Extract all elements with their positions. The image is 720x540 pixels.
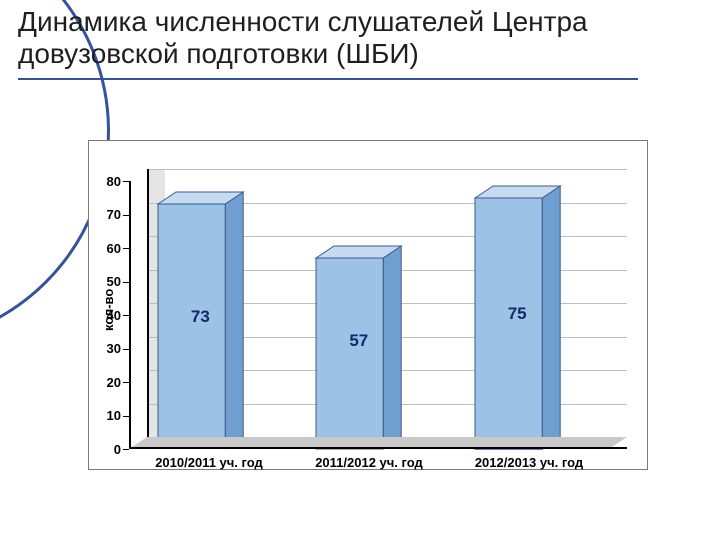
bar-value-label: 57 xyxy=(316,331,401,351)
plot-area: 73 57 75 xyxy=(147,169,627,437)
bar: 73 xyxy=(176,192,243,437)
chart-container: кол-во 01020304050607080 735775 2010/201… xyxy=(88,140,648,470)
y-tick-label: 20 xyxy=(91,375,121,390)
title-underline xyxy=(18,78,638,80)
x-tick-label: 2012/2013 уч. год xyxy=(449,455,609,470)
slide-title: Динамика численности слушателей Центра д… xyxy=(18,6,702,70)
y-axis-line xyxy=(147,169,149,437)
y-tick-label: 80 xyxy=(91,174,121,189)
gridline xyxy=(147,169,627,170)
title-block: Динамика численности слушателей Центра д… xyxy=(18,6,702,70)
x-tick-label: 2010/2011 уч. год xyxy=(129,455,289,470)
y-tick-mark xyxy=(123,449,129,450)
y-tick-label: 30 xyxy=(91,341,121,356)
x-tick-label: 2011/2012 уч. год xyxy=(289,455,449,470)
y-tick-label: 70 xyxy=(91,207,121,222)
y-tick-label: 50 xyxy=(91,274,121,289)
y-tick-label: 40 xyxy=(91,308,121,323)
slide-root: Динамика численности слушателей Центра д… xyxy=(0,0,720,540)
y-tick-label: 60 xyxy=(91,241,121,256)
y-tick-label: 10 xyxy=(91,408,121,423)
y-tick-label: 0 xyxy=(91,442,121,457)
bar: 75 xyxy=(493,186,560,437)
x-axis-line xyxy=(129,447,627,449)
bar-value-label: 75 xyxy=(475,304,560,324)
bar-value-label: 73 xyxy=(158,307,243,327)
bar: 57 xyxy=(334,246,401,437)
y-axis-front-line xyxy=(129,181,131,449)
